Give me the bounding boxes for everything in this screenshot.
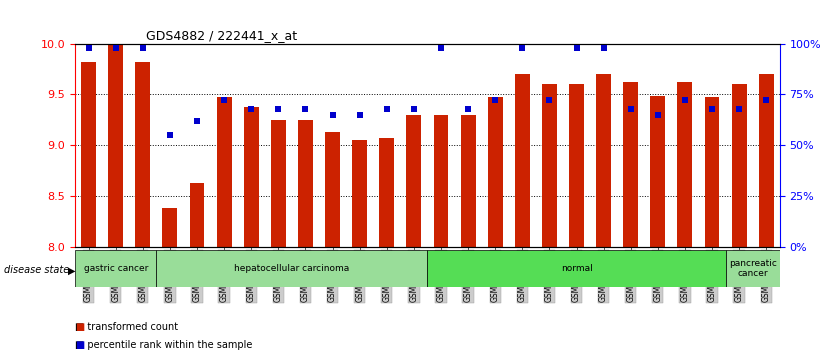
Bar (759, 74, 774, 247)
Point (136, 45, 149, 50)
Bar (623, 82, 638, 247)
Point (706, 106, 719, 111)
Bar (108, 44, 123, 247)
Bar (705, 97, 720, 247)
Bar (352, 140, 367, 247)
Text: normal: normal (560, 264, 592, 273)
Text: ■: ■ (75, 340, 84, 350)
Text: ■ transformed count: ■ transformed count (75, 322, 178, 332)
Bar (75, 250, 157, 287)
Bar (135, 62, 150, 247)
Bar (298, 120, 313, 247)
Text: ■ percentile rank within the sample: ■ percentile rank within the sample (75, 340, 253, 350)
Bar (406, 115, 421, 247)
Text: ▶: ▶ (68, 265, 76, 276)
Bar (81, 62, 96, 247)
Bar (677, 82, 692, 247)
Text: disease state: disease state (4, 265, 69, 276)
Bar (542, 84, 557, 247)
Text: gastric cancer: gastric cancer (83, 264, 148, 273)
Point (190, 118, 203, 124)
Bar (488, 97, 503, 247)
Bar (217, 97, 232, 247)
Point (678, 98, 691, 103)
Bar (651, 97, 666, 247)
Point (570, 45, 583, 50)
Point (461, 106, 475, 111)
Text: ■: ■ (75, 322, 84, 332)
Bar (726, 250, 780, 287)
Bar (434, 115, 449, 247)
Point (353, 112, 366, 118)
Bar (189, 183, 204, 247)
Point (407, 106, 420, 111)
Bar (596, 74, 611, 247)
Text: hepatocellular carcinoma: hepatocellular carcinoma (234, 264, 349, 273)
Bar (163, 208, 178, 247)
Point (651, 112, 665, 118)
Point (543, 98, 556, 103)
Point (624, 106, 637, 111)
Bar (244, 107, 259, 247)
Point (299, 106, 312, 111)
Bar (731, 84, 746, 247)
Point (163, 132, 177, 138)
Point (82, 45, 95, 50)
Point (489, 98, 502, 103)
Point (760, 98, 773, 103)
Bar (325, 132, 340, 247)
Point (272, 106, 285, 111)
Point (326, 112, 339, 118)
Text: pancreatic
cancer: pancreatic cancer (729, 259, 776, 278)
Bar (157, 250, 428, 287)
Point (515, 45, 529, 50)
Point (435, 45, 448, 50)
Bar (428, 250, 726, 287)
Bar (271, 120, 286, 247)
Bar (515, 74, 530, 247)
Point (244, 106, 258, 111)
Point (380, 106, 394, 111)
Bar (460, 115, 475, 247)
Bar (379, 138, 394, 247)
Bar (569, 84, 584, 247)
Point (597, 45, 610, 50)
Point (109, 45, 123, 50)
Text: GDS4882 / 222441_x_at: GDS4882 / 222441_x_at (146, 29, 297, 42)
Point (732, 106, 746, 111)
Point (218, 98, 231, 103)
